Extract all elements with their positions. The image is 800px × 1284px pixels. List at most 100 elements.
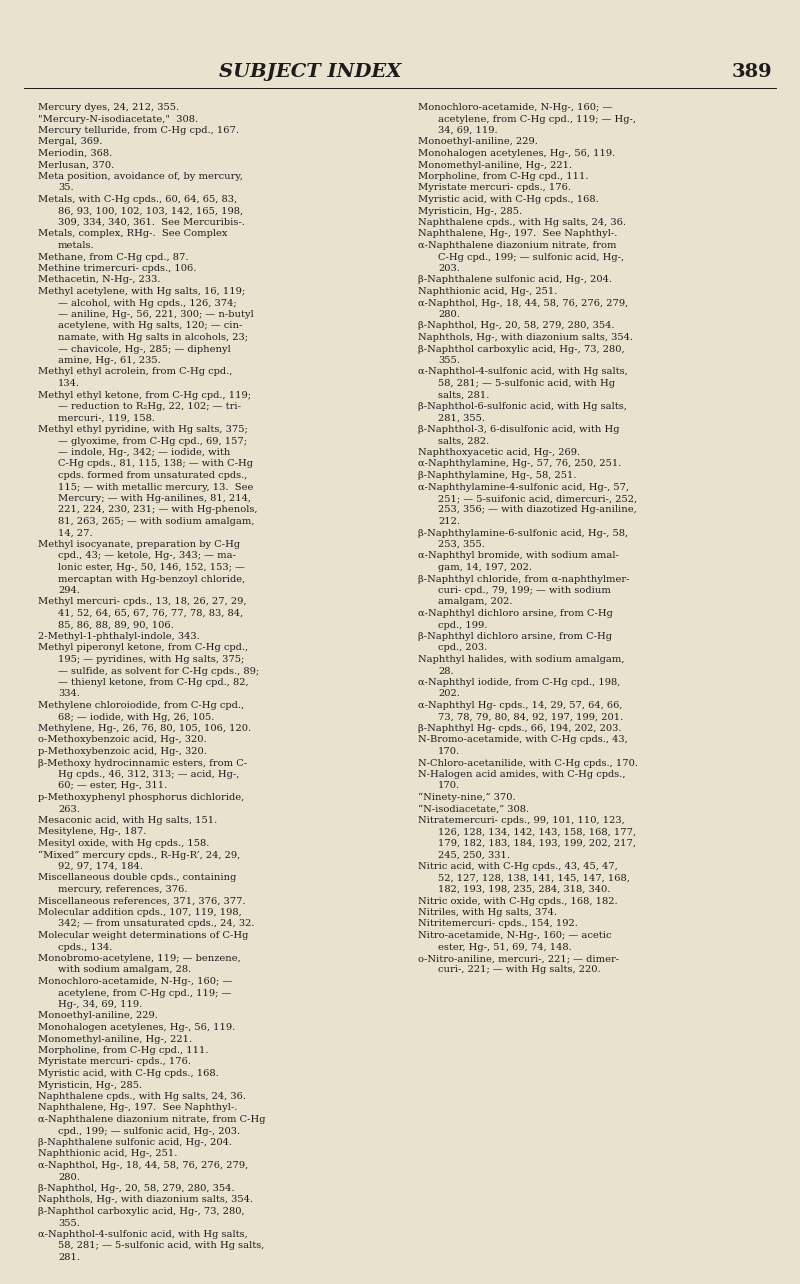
Text: 134.: 134. bbox=[58, 379, 80, 388]
Text: Mesitylene, Hg-, 187.: Mesitylene, Hg-, 187. bbox=[38, 827, 146, 836]
Text: Methyl ethyl ketone, from C-Hg cpd., 119;: Methyl ethyl ketone, from C-Hg cpd., 119… bbox=[38, 390, 251, 399]
Text: 280.: 280. bbox=[438, 309, 460, 318]
Text: o-Nitro-aniline, mercuri-, 221; — dimer-: o-Nitro-aniline, mercuri-, 221; — dimer- bbox=[418, 954, 619, 963]
Text: 182, 193, 198, 235, 284, 318, 340.: 182, 193, 198, 235, 284, 318, 340. bbox=[438, 885, 610, 894]
Text: 2-Methyl-1-phthalyl-indole, 343.: 2-Methyl-1-phthalyl-indole, 343. bbox=[38, 632, 200, 641]
Text: p-Methoxybenzoic acid, Hg-, 320.: p-Methoxybenzoic acid, Hg-, 320. bbox=[38, 747, 207, 756]
Text: Metals, with C-Hg cpds., 60, 64, 65, 83,: Metals, with C-Hg cpds., 60, 64, 65, 83, bbox=[38, 195, 237, 204]
Text: Myristicin, Hg-, 285.: Myristicin, Hg-, 285. bbox=[38, 1081, 142, 1090]
Text: 281.: 281. bbox=[58, 1253, 80, 1262]
Text: Monohalogen acetylenes, Hg-, 56, 119.: Monohalogen acetylenes, Hg-, 56, 119. bbox=[418, 149, 615, 158]
Text: ester, Hg-, 51, 69, 74, 148.: ester, Hg-, 51, 69, 74, 148. bbox=[438, 942, 572, 951]
Text: Naphthols, Hg-, with diazonium salts, 354.: Naphthols, Hg-, with diazonium salts, 35… bbox=[38, 1195, 253, 1204]
Text: 212.: 212. bbox=[438, 517, 460, 526]
Text: Mesityl oxide, with Hg cpds., 158.: Mesityl oxide, with Hg cpds., 158. bbox=[38, 838, 210, 847]
Text: Hg-, 34, 69, 119.: Hg-, 34, 69, 119. bbox=[58, 1000, 142, 1009]
Text: 389: 389 bbox=[732, 63, 772, 81]
Text: — aniline, Hg-, 56, 221, 300; — n-butyl: — aniline, Hg-, 56, 221, 300; — n-butyl bbox=[58, 309, 254, 318]
Text: Methylene chloroiodide, from C-Hg cpd.,: Methylene chloroiodide, from C-Hg cpd., bbox=[38, 701, 244, 710]
Text: — glyoxime, from C-Hg cpd., 69, 157;: — glyoxime, from C-Hg cpd., 69, 157; bbox=[58, 437, 247, 446]
Text: Molecular weight determinations of C-Hg: Molecular weight determinations of C-Hg bbox=[38, 931, 248, 940]
Text: — reduction to R₂Hg, 22, 102; — tri-: — reduction to R₂Hg, 22, 102; — tri- bbox=[58, 402, 241, 411]
Text: acetylene, from C-Hg cpd., 119; —: acetylene, from C-Hg cpd., 119; — bbox=[58, 989, 231, 998]
Text: cpds., 134.: cpds., 134. bbox=[58, 942, 112, 951]
Text: Naphthionic acid, Hg-, 251.: Naphthionic acid, Hg-, 251. bbox=[418, 288, 558, 297]
Text: 280.: 280. bbox=[58, 1172, 80, 1181]
Text: α-Naphthol, Hg-, 18, 44, 58, 76, 276, 279,: α-Naphthol, Hg-, 18, 44, 58, 76, 276, 27… bbox=[38, 1161, 248, 1170]
Text: salts, 282.: salts, 282. bbox=[438, 437, 490, 446]
Text: Monochloro-acetamide, N-Hg-, 160; —: Monochloro-acetamide, N-Hg-, 160; — bbox=[418, 103, 612, 112]
Text: α-Naphthol-4-sulfonic acid, with Hg salts,: α-Naphthol-4-sulfonic acid, with Hg salt… bbox=[38, 1230, 248, 1239]
Text: 251; — 5-suifonic acid, dimercuri-, 252,: 251; — 5-suifonic acid, dimercuri-, 252, bbox=[438, 494, 637, 503]
Text: C-Hg cpds., 81, 115, 138; — with C-Hg: C-Hg cpds., 81, 115, 138; — with C-Hg bbox=[58, 460, 253, 469]
Text: 68; — iodide, with Hg, 26, 105.: 68; — iodide, with Hg, 26, 105. bbox=[58, 713, 214, 722]
Text: 195; — pyridines, with Hg salts, 375;: 195; — pyridines, with Hg salts, 375; bbox=[58, 655, 244, 664]
Text: Methane, from C-Hg cpd., 87.: Methane, from C-Hg cpd., 87. bbox=[38, 253, 189, 262]
Text: Metals, complex, RHg-.  See Complex: Metals, complex, RHg-. See Complex bbox=[38, 230, 227, 239]
Text: Miscellaneous double cpds., containing: Miscellaneous double cpds., containing bbox=[38, 873, 236, 882]
Text: namate, with Hg salts in alcohols, 23;: namate, with Hg salts in alcohols, 23; bbox=[58, 333, 248, 342]
Text: o-Methoxybenzoic acid, Hg-, 320.: o-Methoxybenzoic acid, Hg-, 320. bbox=[38, 736, 206, 745]
Text: Monohalogen acetylenes, Hg-, 56, 119.: Monohalogen acetylenes, Hg-, 56, 119. bbox=[38, 1023, 235, 1032]
Text: 221, 224, 230, 231; — with Hg-phenols,: 221, 224, 230, 231; — with Hg-phenols, bbox=[58, 506, 258, 515]
Text: 202.: 202. bbox=[438, 690, 460, 698]
Text: α-Naphthyl bromide, with sodium amal-: α-Naphthyl bromide, with sodium amal- bbox=[418, 552, 619, 561]
Text: 355.: 355. bbox=[438, 356, 460, 365]
Text: N-Bromo-acetamide, with C-Hg cpds., 43,: N-Bromo-acetamide, with C-Hg cpds., 43, bbox=[418, 736, 628, 745]
Text: Myristic acid, with C-Hg cpds., 168.: Myristic acid, with C-Hg cpds., 168. bbox=[38, 1070, 218, 1079]
Text: N-Halogen acid amides, with C-Hg cpds.,: N-Halogen acid amides, with C-Hg cpds., bbox=[418, 770, 626, 779]
Text: Naphthoxyacetic acid, Hg-, 269.: Naphthoxyacetic acid, Hg-, 269. bbox=[418, 448, 580, 457]
Text: β-Naphthyl dichloro arsine, from C-Hg: β-Naphthyl dichloro arsine, from C-Hg bbox=[418, 632, 612, 641]
Text: Methyl isocyanate, preparation by C-Hg: Methyl isocyanate, preparation by C-Hg bbox=[38, 541, 240, 550]
Text: 245, 250, 331.: 245, 250, 331. bbox=[438, 850, 510, 859]
Text: — indole, Hg-, 342; — iodide, with: — indole, Hg-, 342; — iodide, with bbox=[58, 448, 230, 457]
Text: α-Naphthyl dichloro arsine, from C-Hg: α-Naphthyl dichloro arsine, from C-Hg bbox=[418, 609, 613, 618]
Text: Methyl ethyl acrolein, from C-Hg cpd.,: Methyl ethyl acrolein, from C-Hg cpd., bbox=[38, 367, 232, 376]
Text: curi- cpd., 79, 199; — with sodium: curi- cpd., 79, 199; — with sodium bbox=[438, 586, 611, 594]
Text: Mercury; — with Hg-anilines, 81, 214,: Mercury; — with Hg-anilines, 81, 214, bbox=[58, 494, 251, 503]
Text: metals.: metals. bbox=[58, 241, 94, 250]
Text: 92, 97, 174, 184.: 92, 97, 174, 184. bbox=[58, 862, 143, 871]
Text: 253, 356; — with diazotized Hg-aniline,: 253, 356; — with diazotized Hg-aniline, bbox=[438, 506, 637, 515]
Text: Nitritemercuri- cpds., 154, 192.: Nitritemercuri- cpds., 154, 192. bbox=[418, 919, 578, 928]
Text: Monobromo-acetylene, 119; — benzene,: Monobromo-acetylene, 119; — benzene, bbox=[38, 954, 241, 963]
Text: 334.: 334. bbox=[58, 690, 80, 698]
Text: lonic ester, Hg-, 50, 146, 152, 153; —: lonic ester, Hg-, 50, 146, 152, 153; — bbox=[58, 562, 245, 571]
Text: 309, 334, 340, 361.  See Mercuribis-.: 309, 334, 340, 361. See Mercuribis-. bbox=[58, 218, 245, 227]
Text: Nitro-acetamide, N-Hg-, 160; — acetic: Nitro-acetamide, N-Hg-, 160; — acetic bbox=[418, 931, 611, 940]
Text: β-Naphthyl chloride, from α-naphthylmer-: β-Naphthyl chloride, from α-naphthylmer- bbox=[418, 574, 630, 583]
Text: Methyl piperonyl ketone, from C-Hg cpd.,: Methyl piperonyl ketone, from C-Hg cpd., bbox=[38, 643, 248, 652]
Text: 81, 263, 265; — with sodium amalgam,: 81, 263, 265; — with sodium amalgam, bbox=[58, 517, 254, 526]
Text: Molecular addition cpds., 107, 119, 198,: Molecular addition cpds., 107, 119, 198, bbox=[38, 908, 242, 917]
Text: 179, 182, 183, 184, 193, 199, 202, 217,: 179, 182, 183, 184, 193, 199, 202, 217, bbox=[438, 838, 636, 847]
Text: β-Naphthylamine-6-sulfonic acid, Hg-, 58,: β-Naphthylamine-6-sulfonic acid, Hg-, 58… bbox=[418, 529, 628, 538]
Text: — thienyl ketone, from C-Hg cpd., 82,: — thienyl ketone, from C-Hg cpd., 82, bbox=[58, 678, 249, 687]
Text: α-Naphthol, Hg-, 18, 44, 58, 76, 276, 279,: α-Naphthol, Hg-, 18, 44, 58, 76, 276, 27… bbox=[418, 298, 628, 307]
Text: Myristate mercuri- cpds., 176.: Myristate mercuri- cpds., 176. bbox=[418, 184, 571, 193]
Text: "Mercury-N-isodiacetate,"  308.: "Mercury-N-isodiacetate," 308. bbox=[38, 114, 198, 123]
Text: 263.: 263. bbox=[58, 805, 80, 814]
Text: p-Methoxyphenyl phosphorus dichloride,: p-Methoxyphenyl phosphorus dichloride, bbox=[38, 794, 244, 802]
Text: Methyl acetylene, with Hg salts, 16, 119;: Methyl acetylene, with Hg salts, 16, 119… bbox=[38, 288, 245, 297]
Text: amalgam, 202.: amalgam, 202. bbox=[438, 597, 513, 606]
Text: 342; — from unsaturated cpds., 24, 32.: 342; — from unsaturated cpds., 24, 32. bbox=[58, 919, 254, 928]
Text: Nitric acid, with C-Hg cpds., 43, 45, 47,: Nitric acid, with C-Hg cpds., 43, 45, 47… bbox=[418, 862, 618, 871]
Text: Nitratemercuri- cpds., 99, 101, 110, 123,: Nitratemercuri- cpds., 99, 101, 110, 123… bbox=[418, 817, 625, 826]
Text: Naphthalene cpds., with Hg salts, 24, 36.: Naphthalene cpds., with Hg salts, 24, 36… bbox=[418, 218, 626, 227]
Text: gam, 14, 197, 202.: gam, 14, 197, 202. bbox=[438, 562, 532, 571]
Text: β-Naphthol carboxylic acid, Hg-, 73, 280,: β-Naphthol carboxylic acid, Hg-, 73, 280… bbox=[418, 344, 625, 353]
Text: Methyl mercuri- cpds., 13, 18, 26, 27, 29,: Methyl mercuri- cpds., 13, 18, 26, 27, 2… bbox=[38, 597, 246, 606]
Text: 58, 281; — 5-sulfonic acid, with Hg: 58, 281; — 5-sulfonic acid, with Hg bbox=[438, 379, 615, 388]
Text: 281, 355.: 281, 355. bbox=[438, 413, 485, 422]
Text: mercaptan with Hg-benzoyl chloride,: mercaptan with Hg-benzoyl chloride, bbox=[58, 574, 246, 583]
Text: Morpholine, from C-Hg cpd., 111.: Morpholine, from C-Hg cpd., 111. bbox=[38, 1046, 209, 1055]
Text: mercury, references, 376.: mercury, references, 376. bbox=[58, 885, 187, 894]
Text: β-Methoxy hydrocinnamic esters, from C-: β-Methoxy hydrocinnamic esters, from C- bbox=[38, 759, 247, 768]
Text: 14, 27.: 14, 27. bbox=[58, 529, 93, 538]
Text: cpd., 199; — sulfonic acid, Hg-, 203.: cpd., 199; — sulfonic acid, Hg-, 203. bbox=[58, 1126, 240, 1135]
Text: Mercury telluride, from C-Hg cpd., 167.: Mercury telluride, from C-Hg cpd., 167. bbox=[38, 126, 239, 135]
Text: Myristic acid, with C-Hg cpds., 168.: Myristic acid, with C-Hg cpds., 168. bbox=[418, 195, 598, 204]
Text: Naphthalene, Hg-, 197.  See Naphthyl-.: Naphthalene, Hg-, 197. See Naphthyl-. bbox=[38, 1103, 238, 1112]
Text: β-Naphthalene sulfonic acid, Hg-, 204.: β-Naphthalene sulfonic acid, Hg-, 204. bbox=[38, 1138, 232, 1147]
Text: Methyl ethyl pyridine, with Hg salts, 375;: Methyl ethyl pyridine, with Hg salts, 37… bbox=[38, 425, 248, 434]
